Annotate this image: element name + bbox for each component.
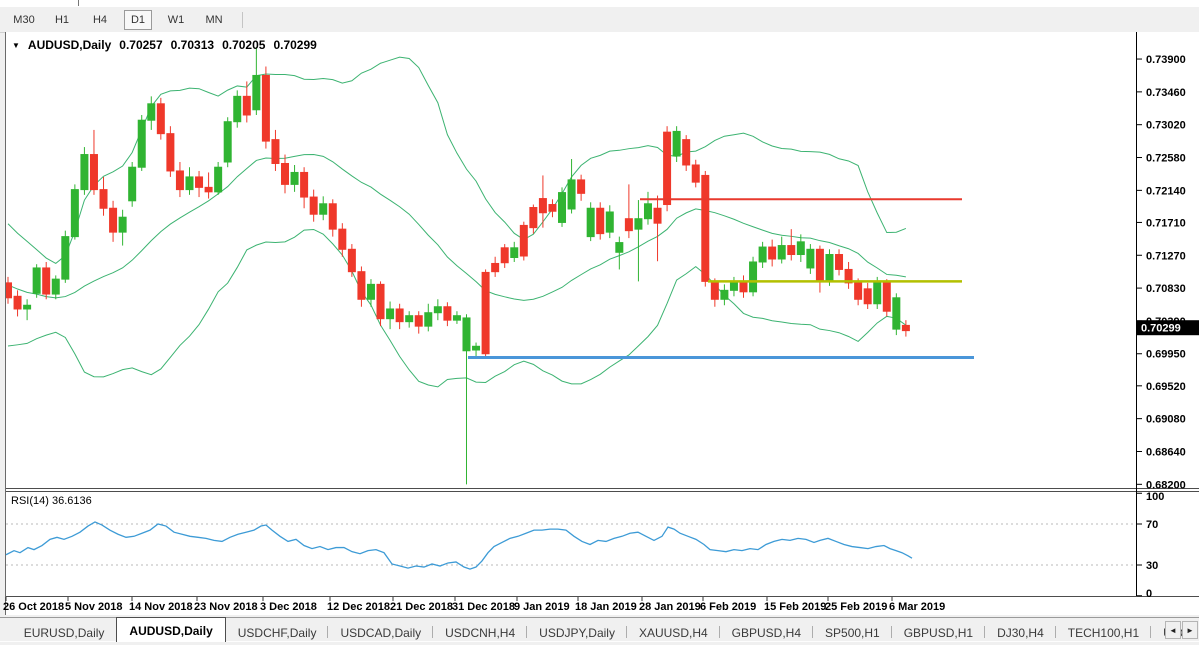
symbol-tab-tech100-h1[interactable]: TECH100,H1 xyxy=(1056,622,1152,642)
svg-text:28 Jan 2019: 28 Jan 2019 xyxy=(639,601,701,613)
rsi-value: 36.6136 xyxy=(51,495,92,507)
bollinger-bands xyxy=(7,56,907,388)
tab-scroll-controls: ◄ ► xyxy=(1165,621,1198,639)
tab-scroll-left-icon[interactable]: ◄ xyxy=(1165,621,1181,639)
symbol-tab-usdjpy-daily[interactable]: USDJPY,Daily xyxy=(527,622,627,642)
symbol-tab-sp500-h1[interactable]: SP500,H1 xyxy=(813,622,892,642)
tab-bar-lead xyxy=(0,618,12,642)
svg-text:100: 100 xyxy=(1146,491,1164,503)
top-strip xyxy=(0,0,1199,7)
symbol-tab-bar: EURUSD,Daily AUDUSD,Daily USDCHF,Daily USDC… xyxy=(0,617,1199,642)
symbol-tab-eurusd-daily[interactable]: EURUSD,Daily xyxy=(23,625,105,640)
svg-text:0.68200: 0.68200 xyxy=(1146,479,1186,491)
svg-text:0.69520: 0.69520 xyxy=(1146,381,1186,393)
bottom-strip xyxy=(0,641,1199,645)
symbol-tab-dj30-h4[interactable]: DJ30,H4 xyxy=(985,622,1056,642)
candlesticks xyxy=(6,47,910,485)
svg-text:0.73900: 0.73900 xyxy=(1146,54,1186,66)
date-axis: 26 Oct 2018 5 Nov 2018 14 Nov 2018 23 Nov 2… xyxy=(3,597,945,613)
timeframe-button-mn[interactable]: MN xyxy=(205,13,223,26)
timeframe-button-m30[interactable]: M30 xyxy=(13,13,35,26)
price-axis: 0.73900 0.73460 0.73020 0.72580 0.72140 0.717… xyxy=(1137,54,1199,491)
current-price-value: 0.70299 xyxy=(1141,323,1181,335)
toolbar-separator xyxy=(242,11,243,28)
ohlc-close: 0.70299 xyxy=(273,38,317,52)
svg-text:0.71270: 0.71270 xyxy=(1146,250,1186,262)
timeframe-button-h1[interactable]: H1 xyxy=(54,13,70,26)
svg-text:23 Nov 2018: 23 Nov 2018 xyxy=(194,601,258,613)
symbol-dropdown-icon[interactable]: ▼ xyxy=(12,40,20,50)
svg-text:9 Jan 2019: 9 Jan 2019 xyxy=(514,601,570,613)
current-price-flag xyxy=(1137,320,1199,336)
symbol-tab-gbpusd-h1[interactable]: GBPUSD,H1 xyxy=(892,622,986,642)
svg-text:0.70830: 0.70830 xyxy=(1146,283,1186,295)
symbol-tab-usdcad-daily[interactable]: USDCAD,Daily xyxy=(328,622,433,642)
svg-text:5 Nov 2018: 5 Nov 2018 xyxy=(65,601,122,613)
rsi-panel: 100 70 30 0 xyxy=(5,491,1164,600)
timeframe-button-w1[interactable]: W1 xyxy=(167,13,185,26)
svg-text:0.69080: 0.69080 xyxy=(1146,414,1186,426)
svg-text:3 Dec 2018: 3 Dec 2018 xyxy=(260,601,317,613)
timeframe-button-h4[interactable]: H4 xyxy=(92,13,108,26)
svg-text:0: 0 xyxy=(1146,588,1152,600)
svg-text:0.72140: 0.72140 xyxy=(1146,185,1186,197)
symbol-tab-usdcnh-h4[interactable]: USDCNH,H4 xyxy=(433,622,528,642)
rsi-indicator-label: RSI(14) 36.6136 xyxy=(11,495,92,507)
top-strip-divider xyxy=(78,0,79,6)
rsi-line xyxy=(5,521,913,570)
svg-text:18 Jan 2019: 18 Jan 2019 xyxy=(575,601,637,613)
svg-text:6 Mar 2019: 6 Mar 2019 xyxy=(889,601,945,613)
timeframe-button-d1[interactable]: D1 xyxy=(124,9,152,30)
chart-graphics: 0.73900 0.73460 0.73020 0.72580 0.72140 0.717… xyxy=(3,32,1199,614)
svg-text:0.73460: 0.73460 xyxy=(1146,87,1186,99)
svg-text:0.72580: 0.72580 xyxy=(1146,153,1186,165)
svg-text:14 Nov 2018: 14 Nov 2018 xyxy=(129,601,193,613)
svg-text:0.71710: 0.71710 xyxy=(1146,217,1186,229)
svg-text:26 Oct 2018: 26 Oct 2018 xyxy=(3,601,64,613)
rsi-name: RSI(14) xyxy=(11,495,49,507)
svg-text:12 Dec 2018: 12 Dec 2018 xyxy=(327,601,390,613)
svg-text:0.69950: 0.69950 xyxy=(1146,349,1186,361)
symbol-tab-xauusd-h4[interactable]: XAUUSD,H4 xyxy=(627,622,720,642)
svg-text:31 Dec 2018: 31 Dec 2018 xyxy=(452,601,515,613)
chart-symbol-label: AUDUSD,Daily xyxy=(27,38,112,52)
ohlc-high: 0.70313 xyxy=(170,38,215,52)
svg-text:21 Dec 2018: 21 Dec 2018 xyxy=(390,601,453,613)
chart-title: ▼ AUDUSD,Daily 0.70257 0.70313 0.70205 0.7029… xyxy=(12,38,319,52)
timeframe-toolbar: M30 H1 H4 D1 W1 MN xyxy=(0,7,1199,33)
ohlc-low: 0.70205 xyxy=(222,38,266,52)
svg-text:25 Feb 2019: 25 Feb 2019 xyxy=(825,601,887,613)
symbol-tab-gbpusd-h4[interactable]: GBPUSD,H4 xyxy=(720,622,814,642)
symbol-tab-usdchf-daily[interactable]: USDCHF,Daily xyxy=(226,622,329,642)
ohlc-open: 0.70257 xyxy=(119,38,163,52)
svg-text:15 Feb 2019: 15 Feb 2019 xyxy=(764,601,826,613)
svg-text:0.68640: 0.68640 xyxy=(1146,446,1186,458)
tab-scroll-right-icon[interactable]: ► xyxy=(1182,621,1198,639)
symbol-tab-audusd-daily[interactable]: AUDUSD,Daily xyxy=(116,617,226,642)
svg-text:30: 30 xyxy=(1146,560,1158,572)
svg-text:6 Feb 2019: 6 Feb 2019 xyxy=(700,601,756,613)
svg-text:70: 70 xyxy=(1146,519,1158,531)
svg-text:0.73020: 0.73020 xyxy=(1146,120,1186,132)
